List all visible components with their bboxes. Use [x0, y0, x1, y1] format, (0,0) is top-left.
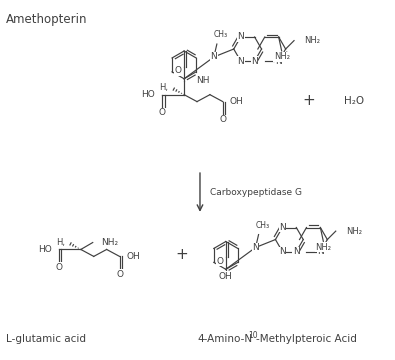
Text: N: N	[237, 57, 244, 66]
Text: Amethopterin: Amethopterin	[6, 13, 88, 26]
Text: +: +	[176, 247, 188, 262]
Text: OH: OH	[219, 272, 233, 281]
Text: N: N	[293, 247, 300, 256]
Text: +: +	[303, 93, 316, 108]
Text: O: O	[175, 66, 182, 75]
Text: N: N	[252, 243, 259, 252]
Text: O: O	[55, 263, 62, 272]
Text: L-glutamic acid: L-glutamic acid	[6, 334, 87, 344]
Text: N: N	[251, 57, 258, 66]
Text: 10: 10	[248, 331, 258, 340]
Text: HO: HO	[38, 245, 52, 254]
Text: CH₃: CH₃	[256, 221, 270, 230]
Text: Carboxypeptidase G: Carboxypeptidase G	[210, 188, 302, 197]
Text: N: N	[317, 247, 324, 256]
Text: H,: H,	[56, 238, 65, 247]
Text: NH₂: NH₂	[304, 36, 320, 45]
Text: 4-Amino-N: 4-Amino-N	[197, 334, 252, 344]
Text: N: N	[279, 223, 286, 232]
Text: NH₂: NH₂	[315, 243, 331, 252]
Text: OH: OH	[126, 252, 140, 261]
Text: N: N	[275, 57, 282, 66]
Text: CH₃: CH₃	[214, 30, 228, 39]
Text: O: O	[159, 108, 166, 117]
Text: NH: NH	[196, 76, 209, 85]
Text: H,: H,	[159, 83, 168, 92]
Text: H₂O: H₂O	[344, 96, 364, 105]
Text: HO: HO	[141, 90, 155, 99]
Text: O: O	[219, 115, 226, 124]
Text: N: N	[211, 53, 217, 62]
Text: NH₂: NH₂	[274, 52, 290, 61]
Text: N: N	[279, 247, 286, 256]
Text: N: N	[237, 32, 244, 41]
Text: NH₂: NH₂	[101, 238, 118, 247]
Text: NH₂: NH₂	[346, 226, 362, 235]
Text: O: O	[116, 270, 123, 279]
Text: -Methylpteroic Acid: -Methylpteroic Acid	[256, 334, 356, 344]
Text: OH: OH	[230, 97, 244, 106]
Text: O: O	[216, 257, 223, 266]
